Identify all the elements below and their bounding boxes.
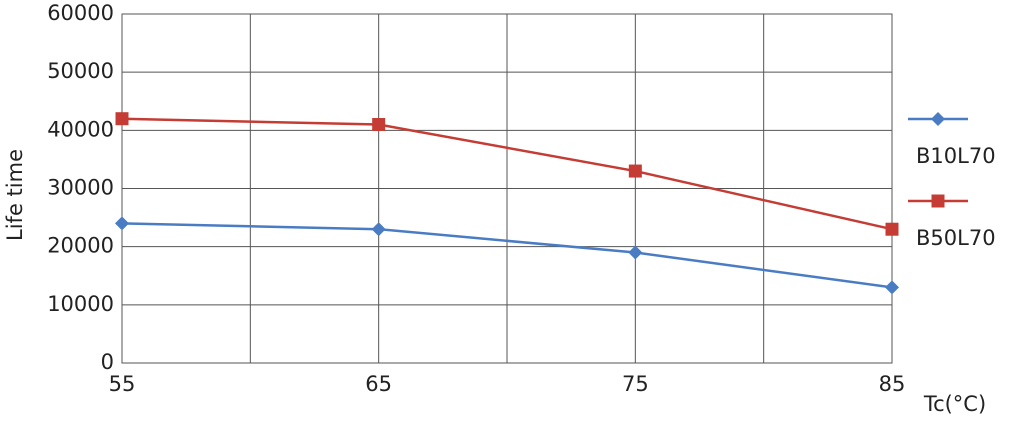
series-line [121, 222, 893, 289]
legend-label: B10L70 [916, 144, 996, 168]
y-tick-label: 0 [101, 350, 114, 374]
marker [885, 222, 899, 236]
y-tick-label: 30000 [47, 176, 114, 200]
series-line [121, 117, 893, 231]
marker [931, 112, 945, 126]
y-tick-label: 20000 [47, 234, 114, 258]
x-tick-label: 55 [109, 372, 136, 396]
x-tick-label: 75 [622, 372, 649, 396]
marker [931, 194, 945, 208]
marker [628, 164, 642, 178]
y-tick-label: 50000 [47, 59, 114, 83]
marker [371, 222, 386, 237]
marker [372, 118, 386, 132]
x-axis-label: Tc(°C) [923, 392, 986, 416]
y-tick-label: 60000 [47, 1, 114, 25]
x-tick-label: 85 [879, 372, 906, 396]
marker [885, 280, 899, 295]
y-tick-label: 40000 [47, 117, 114, 141]
y-axis-label: Life time [3, 149, 27, 241]
x-tick-label: 65 [365, 372, 392, 396]
marker [115, 112, 129, 126]
plot-frame [121, 13, 893, 364]
legend-label: B50L70 [916, 226, 996, 250]
y-tick-label: 10000 [47, 292, 114, 316]
marker [628, 245, 643, 260]
marker [115, 216, 129, 231]
